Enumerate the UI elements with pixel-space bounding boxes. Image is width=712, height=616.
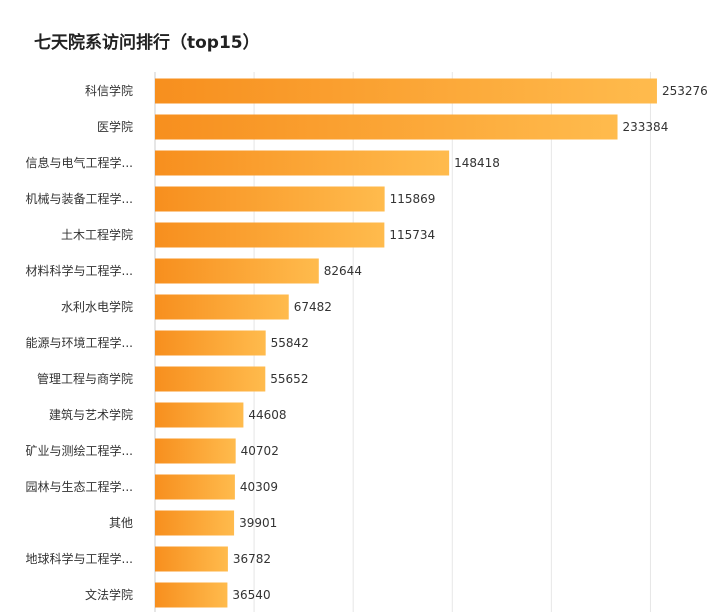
category-label: 科信学院 [85, 83, 133, 98]
category-label: 管理工程与商学院 [37, 371, 133, 386]
bar [155, 114, 618, 140]
category-label: 地球科学与工程学... [26, 551, 133, 566]
category-label: 其他 [109, 516, 133, 530]
bar [155, 150, 450, 176]
value-label: 253276 [662, 84, 708, 98]
labels: 科信学院 253276 医学院 233384 信息与电气工程学... 148418 机械与装… [26, 83, 708, 602]
value-label: 148418 [454, 156, 500, 170]
value-label: 40309 [240, 480, 278, 494]
value-label: 115734 [389, 228, 435, 242]
bar [155, 582, 228, 608]
bar [155, 510, 235, 536]
category-label: 文法学院 [85, 587, 133, 602]
category-label: 医学院 [97, 119, 133, 134]
bar [155, 258, 319, 284]
bar [155, 186, 385, 212]
category-label: 信息与电气工程学... [26, 155, 133, 170]
category-label: 水利水电学院 [61, 299, 133, 314]
bars [155, 78, 657, 608]
bar [155, 366, 266, 392]
bar [155, 330, 266, 356]
value-label: 82644 [324, 264, 362, 278]
bar [155, 546, 228, 572]
value-label: 55652 [270, 372, 308, 386]
value-label: 39901 [239, 516, 277, 530]
category-label: 能源与环境工程学... [26, 335, 133, 350]
value-label: 40702 [241, 444, 279, 458]
value-label: 233384 [623, 120, 669, 134]
value-label: 115869 [390, 192, 436, 206]
category-label: 机械与装备工程学... [26, 191, 133, 206]
category-label: 土木工程学院 [61, 227, 133, 242]
category-label: 材料科学与工程学... [26, 263, 133, 278]
bar [155, 438, 236, 464]
value-label: 55842 [271, 336, 309, 350]
value-label: 44608 [248, 408, 286, 422]
bar [155, 78, 657, 104]
chart-title: 七天院系访问排行（top15） [34, 33, 260, 53]
bar [155, 222, 385, 248]
bar [155, 294, 289, 320]
value-label: 36782 [233, 552, 271, 566]
value-label: 67482 [294, 300, 332, 314]
category-label: 园林与生态工程学... [26, 479, 133, 494]
bar [155, 402, 244, 428]
value-label: 36540 [232, 588, 270, 602]
category-label: 矿业与测绘工程学... [26, 443, 133, 458]
category-label: 建筑与艺术学院 [49, 407, 133, 422]
bar [155, 474, 235, 500]
